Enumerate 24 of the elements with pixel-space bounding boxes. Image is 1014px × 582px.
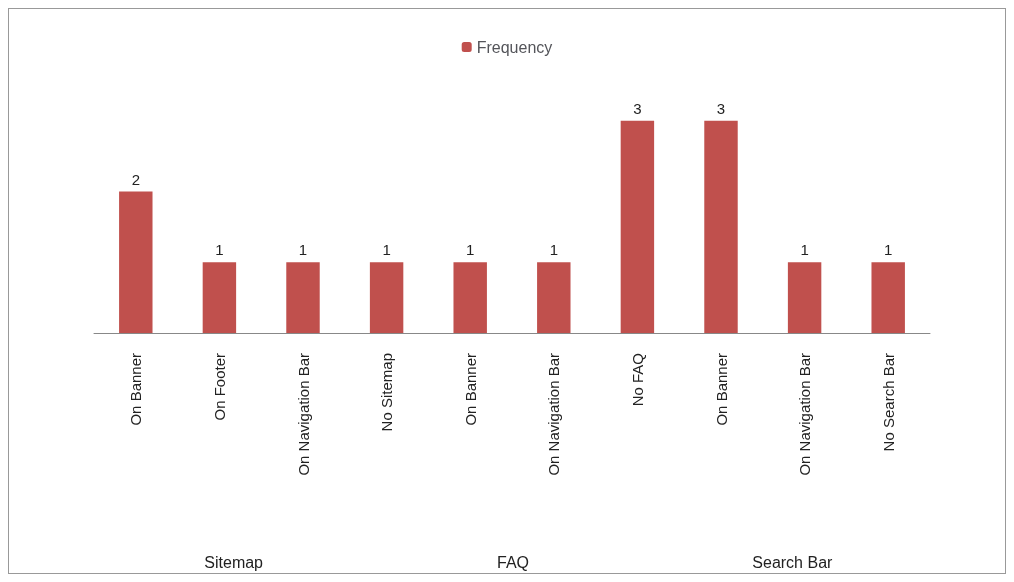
x-tick-label: On Footer	[210, 353, 228, 421]
data-label: 2	[131, 170, 140, 188]
x-tick-label: On Navigation Bar	[796, 353, 814, 476]
text: Search Bar	[752, 553, 834, 571]
x-tick-label: On Navigation Bar	[545, 353, 563, 476]
text: FAQ	[496, 553, 530, 571]
x-tick-label: No FAQ	[628, 353, 646, 407]
data-label: 1	[382, 241, 391, 259]
data-label: 1	[549, 241, 558, 259]
data-label: 1	[298, 241, 308, 259]
text: Sitemap	[204, 553, 264, 571]
x-tick-label: No Sitemap	[378, 353, 396, 432]
data-label: 3	[716, 99, 726, 117]
data-label: 1	[466, 241, 475, 259]
data-label: 1	[215, 241, 224, 259]
x-tick-label: On Navigation Bar	[294, 353, 312, 476]
x-tick-label: On Banner	[712, 353, 730, 426]
data-label: 1	[884, 241, 893, 259]
x-tick-label: No Search Bar	[879, 353, 897, 452]
data-label: 3	[633, 99, 642, 117]
x-tick-label: On Banner	[461, 353, 479, 426]
x-tick-label: On Banner	[127, 353, 145, 426]
data-label: 1	[800, 241, 809, 259]
legend-label: Frequency	[476, 38, 553, 56]
